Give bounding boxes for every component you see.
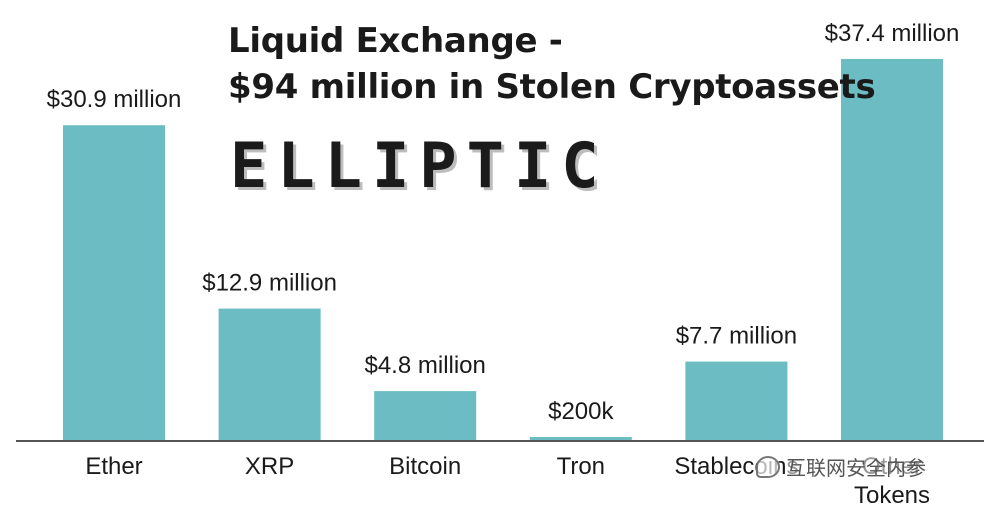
category-label-ether: Ether	[85, 453, 142, 480]
data-label-stablecoins: $7.7 million	[676, 323, 797, 350]
chart-title: Liquid Exchange - $94 million in Stolen …	[228, 18, 876, 110]
bar-stablecoins	[685, 361, 788, 440]
chart-title-line1: Liquid Exchange -	[228, 21, 563, 61]
elliptic-logo: ELLIPTIC	[230, 129, 609, 202]
watermark-text: 互联网安全内参	[786, 452, 926, 481]
bar-other-tokens	[841, 59, 943, 440]
data-label-xrp: $12.9 million	[202, 270, 337, 297]
data-label-other-tokens: $37.4 million	[825, 20, 960, 47]
bar-ether	[63, 125, 165, 440]
category-label-bitcoin: Bitcoin	[389, 453, 461, 480]
data-label-ether: $30.9 million	[47, 86, 182, 113]
data-label-bitcoin: $4.8 million	[364, 352, 485, 379]
data-label-tron: $200k	[548, 398, 614, 425]
category-label-tron: Tron	[557, 453, 605, 480]
bar-bitcoin	[374, 391, 477, 440]
watermark: 互联网安全内参	[756, 452, 926, 481]
bar-xrp	[218, 308, 321, 440]
chart-title-line2: $94 million in Stolen Cryptoassets	[228, 67, 876, 107]
category-label-xrp: XRP	[245, 453, 294, 480]
wechat-icon	[756, 455, 780, 478]
category-label-other-tokens-line2: Tokens	[854, 482, 930, 509]
bar-tron	[529, 437, 632, 440]
